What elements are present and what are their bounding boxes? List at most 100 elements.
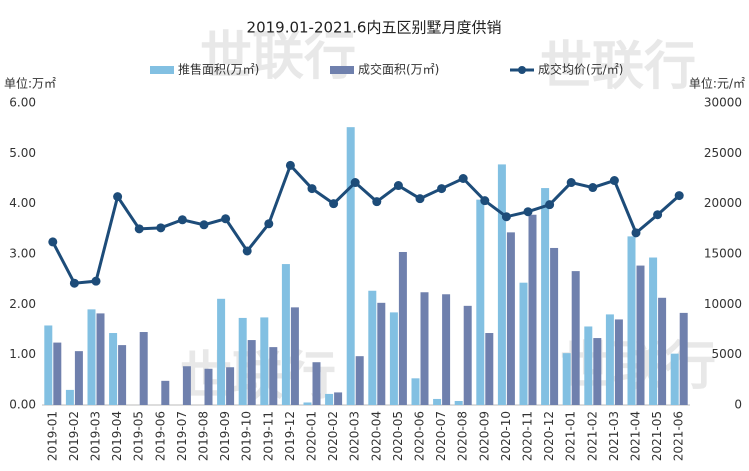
x-tick-label: 2021-06 (672, 411, 686, 461)
bar (420, 292, 429, 405)
watermark: 世联行 (540, 37, 696, 97)
y2-tick-label: 10000 (704, 297, 742, 311)
bar (442, 294, 451, 405)
bar (528, 214, 537, 405)
line-marker (372, 197, 382, 207)
line-marker (523, 207, 533, 217)
bar (109, 333, 118, 405)
line-marker (653, 210, 663, 220)
bar (389, 312, 398, 405)
x-tick-label: 2021-03 (607, 411, 621, 461)
bar (463, 305, 472, 405)
legend-marker (518, 66, 526, 74)
x-tick-label: 2021-01 (564, 411, 578, 461)
line-marker (69, 278, 79, 288)
x-tick-label: 2019-10 (240, 411, 254, 461)
bar (355, 356, 364, 405)
bar (260, 317, 269, 405)
x-tick-label: 2019-08 (197, 411, 211, 461)
y-tick-label: 2.00 (9, 297, 36, 311)
y-tick-label: 3.00 (9, 247, 36, 261)
line-marker (199, 220, 209, 230)
line-marker (113, 192, 123, 202)
bar (679, 312, 688, 405)
y-tick-label: 4.00 (9, 196, 36, 210)
y-tick-label: 5.00 (9, 146, 36, 160)
x-tick-label: 2019-02 (67, 411, 81, 461)
bar (74, 351, 83, 405)
x-tick-label: 2020-02 (326, 411, 340, 461)
bar (53, 342, 62, 405)
line-marker (264, 219, 274, 229)
line-marker (437, 184, 447, 194)
x-tick-label: 2020-01 (305, 411, 319, 461)
bar (87, 309, 96, 405)
bar (226, 367, 235, 405)
y2-tick-label: 5000 (711, 347, 742, 361)
x-tick-label: 2020-03 (348, 411, 362, 461)
bar (334, 392, 343, 405)
line-marker (501, 212, 511, 222)
x-tick-label: 2019-12 (283, 411, 297, 461)
bar (96, 313, 105, 405)
bar (303, 402, 312, 405)
legend-swatch (150, 66, 174, 74)
line-marker (307, 184, 317, 194)
bar (649, 257, 658, 405)
line (51, 162, 681, 285)
legend-swatch (330, 66, 354, 74)
bar (627, 236, 636, 405)
y2-tick-label: 15000 (704, 247, 742, 261)
line-marker (177, 215, 187, 225)
line-marker (48, 237, 58, 247)
y-unit: 单位:万㎡ (4, 76, 56, 91)
bar (433, 398, 442, 405)
bar (562, 353, 571, 405)
x-tick-label: 2019-11 (261, 411, 275, 461)
x-tick-label: 2020-05 (391, 411, 405, 461)
y-tick-label: 0.00 (9, 398, 36, 412)
bar (281, 264, 290, 405)
bar (519, 282, 528, 405)
x-tick-label: 2020-07 (434, 411, 448, 461)
line-marker (458, 174, 468, 183)
y-tick-label: 6.00 (9, 96, 36, 110)
chart-title: 2019.01-2021.6内五区别墅月度供销 (247, 19, 502, 37)
x-tick-label: 2020-11 (521, 411, 535, 461)
x-tick-label: 2020-06 (413, 411, 427, 461)
x-tick-label: 2020-09 (477, 411, 491, 461)
y2-unit: 单位:元/㎡ (689, 76, 745, 91)
x-tick-label: 2019-07 (175, 411, 189, 461)
legend-label: 成交均价(元/㎡) (538, 62, 623, 77)
x-tick-label: 2019-03 (89, 411, 103, 461)
bar (670, 353, 679, 405)
bar (605, 314, 614, 405)
x-tick-label: 2019-05 (132, 411, 146, 461)
line-marker (221, 214, 231, 224)
x-tick-label: 2020-12 (542, 411, 556, 461)
line-marker (350, 178, 360, 188)
line-marker (415, 194, 425, 204)
bar (584, 326, 593, 405)
y2-tick-label: 0 (734, 398, 742, 412)
line-marker (631, 228, 641, 238)
bar (269, 347, 278, 405)
bar (506, 232, 515, 405)
line-marker (393, 181, 403, 191)
bar (247, 340, 256, 405)
x-tick-label: 2021-05 (650, 411, 664, 461)
bar (368, 290, 377, 405)
legend-label: 成交面积(万㎡) (358, 62, 439, 77)
bar (485, 333, 494, 405)
bar (238, 317, 247, 405)
line-marker (91, 276, 101, 286)
x-tick-label: 2021-04 (629, 411, 643, 461)
line-marker (609, 176, 619, 186)
bar (550, 247, 559, 405)
line-marker (480, 196, 490, 206)
x-tick-label: 2020-08 (456, 411, 470, 461)
line-marker (566, 178, 576, 188)
bar (398, 251, 407, 405)
bar (161, 380, 170, 405)
